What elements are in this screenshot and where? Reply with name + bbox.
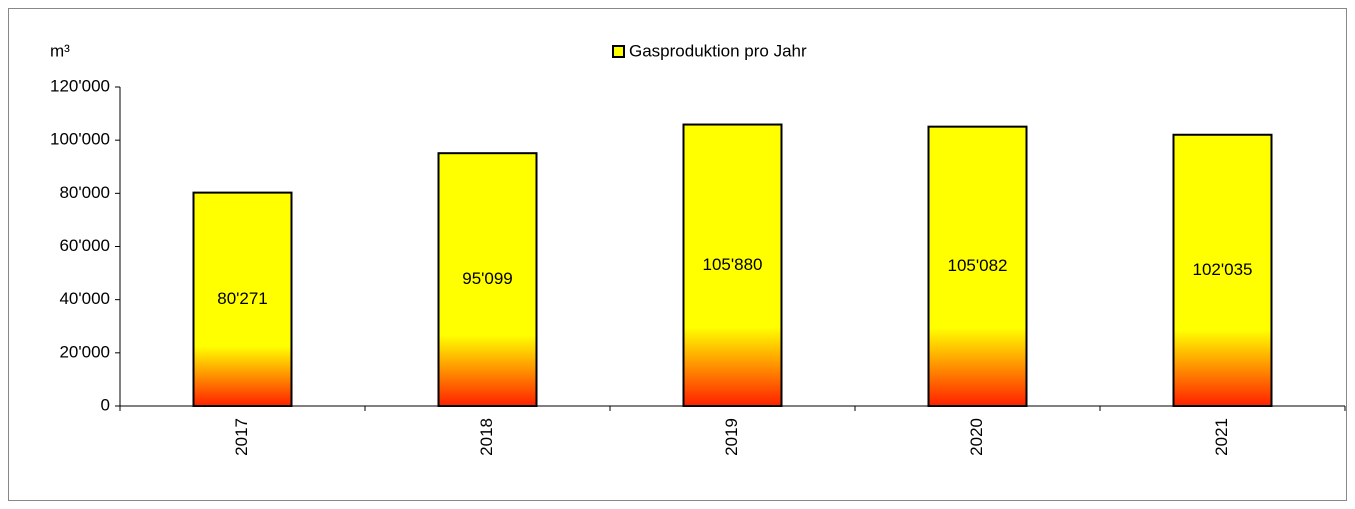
bar [192,191,293,407]
y-tick-label: 40'000 [59,289,110,308]
y-tick-label: 120'000 [50,76,110,95]
value-label: 102'035 [1193,260,1253,279]
x-tick-label: 2021 [1212,418,1231,456]
value-label: 105'082 [948,256,1008,275]
y-tick-label: 20'000 [59,342,110,361]
bar [927,125,1028,407]
bar [682,123,783,407]
value-label: 95'099 [462,269,513,288]
bar [1172,133,1273,407]
legend-swatch [612,45,625,58]
value-label: 105'880 [703,255,763,274]
value-label: 80'271 [217,289,268,308]
x-tick-label: 2019 [722,418,741,456]
y-tick-label: 0 [101,395,110,414]
y-tick-label: 60'000 [59,236,110,255]
y-axis-unit: m³ [50,41,70,60]
bar [437,152,538,407]
y-tick-label: 100'000 [50,130,110,149]
x-tick-label: 2017 [232,418,251,456]
y-tick-label: 80'000 [59,183,110,202]
x-tick-label: 2020 [967,418,986,456]
x-tick-label: 2018 [477,418,496,456]
legend-label: Gasproduktion pro Jahr [629,41,807,60]
